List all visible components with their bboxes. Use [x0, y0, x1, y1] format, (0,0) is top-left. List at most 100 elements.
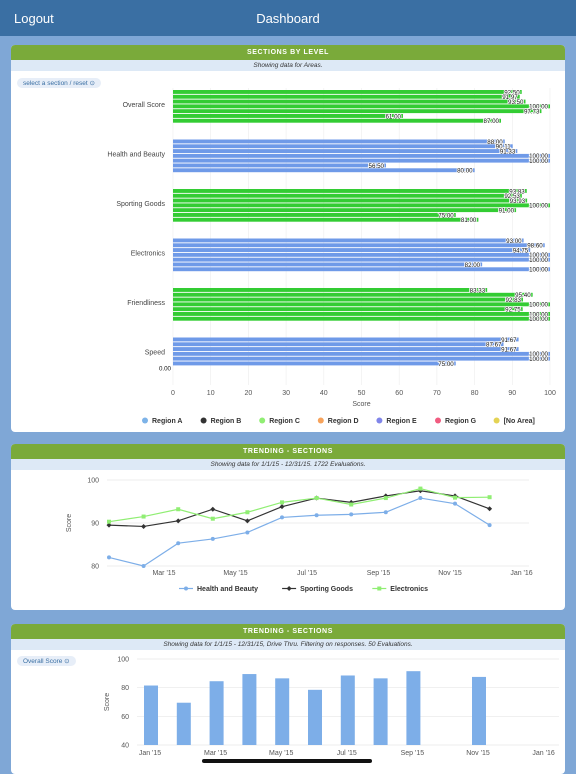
bar: [173, 94, 520, 99]
data-label: 97.73: [524, 109, 540, 116]
data-label: 100.00: [529, 203, 548, 210]
bar: [173, 302, 550, 307]
data-label: 100.00: [529, 311, 548, 318]
legend-marker: [493, 417, 500, 424]
legend-marker: [286, 586, 292, 591]
bar: [173, 262, 483, 267]
data-point: [245, 530, 250, 535]
data-label: 92.75: [505, 307, 521, 314]
bar: [308, 689, 322, 745]
data-label: 94.75: [513, 247, 529, 254]
category-label: Electronics: [131, 251, 166, 258]
y-axis-label: Score: [104, 693, 111, 711]
y-tick-label: 80: [91, 564, 99, 571]
data-point: [487, 523, 492, 528]
bar: [173, 109, 542, 114]
x-tick-label: 20: [245, 390, 253, 397]
data-label: 91.33: [500, 148, 516, 155]
data-label: 100.00: [529, 267, 548, 274]
x-tick-label: 70: [433, 390, 441, 397]
data-point: [107, 519, 111, 524]
card-subheader: Showing data for 1/1/15 - 12/31/15, Driv…: [11, 639, 565, 650]
y-tick-label: 90: [91, 521, 99, 528]
data-label: 80.00: [457, 168, 473, 175]
bar: [173, 118, 501, 123]
bar: [173, 238, 524, 243]
legend-label: [No Area]: [504, 418, 535, 425]
bar: [173, 243, 545, 248]
bar: [173, 307, 523, 312]
y-tick-label: 40: [121, 743, 129, 750]
data-label: 83.33: [470, 287, 486, 294]
y-tick-label: 100: [117, 657, 129, 664]
sections-by-level-chart: 0 10 20 30 40 50 60 70 80 90 100 Score Overall Score…: [107, 88, 556, 425]
bar: [173, 213, 456, 217]
bar: [173, 257, 550, 262]
y-tick-label: 60: [121, 714, 129, 721]
card-header: TRENDING - SECTIONS: [11, 624, 565, 639]
category-label: Overall Score: [123, 102, 166, 109]
x-tick-label: Jul '15: [297, 570, 317, 577]
y-tick-label: 100: [87, 478, 99, 485]
x-tick-label: 60: [395, 390, 403, 397]
data-point: [383, 510, 388, 515]
x-tick-label: Jul '15: [337, 750, 357, 757]
data-label: 93.83: [509, 188, 525, 195]
data-point: [487, 506, 493, 512]
data-point: [141, 514, 146, 519]
data-label: 88.00: [487, 139, 503, 146]
series-line: [108, 487, 490, 523]
data-point: [141, 523, 147, 529]
category-label: Speed: [145, 350, 165, 357]
data-label: 91.97: [502, 94, 518, 101]
trending-line-chart: 80 90 100 Score Mar '15 May '15 Jul '15 Sep '15…: [66, 478, 533, 594]
bar: [173, 361, 456, 366]
data-point: [279, 504, 285, 510]
data-label: 56.50: [369, 163, 385, 170]
data-point: [107, 555, 111, 560]
x-tick-label: 30: [282, 390, 290, 397]
logout-button[interactable]: Logout: [14, 11, 54, 26]
x-tick-label: 90: [508, 390, 516, 397]
data-point: [418, 486, 423, 491]
bar: [173, 99, 526, 104]
data-label: 93.50: [508, 99, 524, 106]
data-point: [383, 493, 389, 499]
category-label: Health and Beauty: [107, 152, 165, 159]
x-tick-label: Jan '15: [139, 750, 161, 757]
x-tick-label: 80: [471, 390, 479, 397]
bar: [173, 149, 518, 153]
legend-marker: [200, 417, 207, 424]
data-label: 75.00: [438, 361, 454, 368]
data-point: [176, 507, 181, 512]
data-label: 61.00: [385, 113, 401, 120]
bar: [173, 312, 550, 316]
data-point: [245, 510, 250, 515]
trending-sections-card: TRENDING - SECTIONS Showing data for 1/1…: [11, 444, 565, 610]
data-point: [280, 515, 284, 520]
data-point: [487, 495, 492, 500]
data-point: [106, 522, 112, 528]
section-select-button[interactable]: select a section / reset ⊙: [17, 78, 101, 88]
bar: [373, 678, 388, 745]
y-tick-label: 80: [121, 685, 129, 692]
legend-label: Electronics: [390, 586, 428, 593]
bar: [406, 671, 421, 745]
data-label: 82.00: [465, 262, 481, 269]
x-tick-label: Nov '15: [438, 570, 462, 577]
data-label: 93.00: [506, 238, 522, 245]
x-tick-label: 40: [320, 390, 328, 397]
data-label: 98.60: [527, 243, 543, 250]
data-point: [141, 564, 146, 568]
data-label: 100.00: [529, 351, 548, 358]
bar: [173, 158, 550, 163]
data-label: 91.00: [499, 208, 515, 215]
data-label: 100.00: [529, 104, 548, 111]
bar: [173, 163, 387, 168]
bar: [173, 316, 550, 321]
bar: [173, 217, 479, 222]
bar: [275, 678, 290, 745]
metric-select-button[interactable]: Overall Score ⊙: [17, 656, 76, 666]
data-label: 100.00: [529, 316, 548, 323]
x-tick-label: 10: [207, 390, 215, 397]
